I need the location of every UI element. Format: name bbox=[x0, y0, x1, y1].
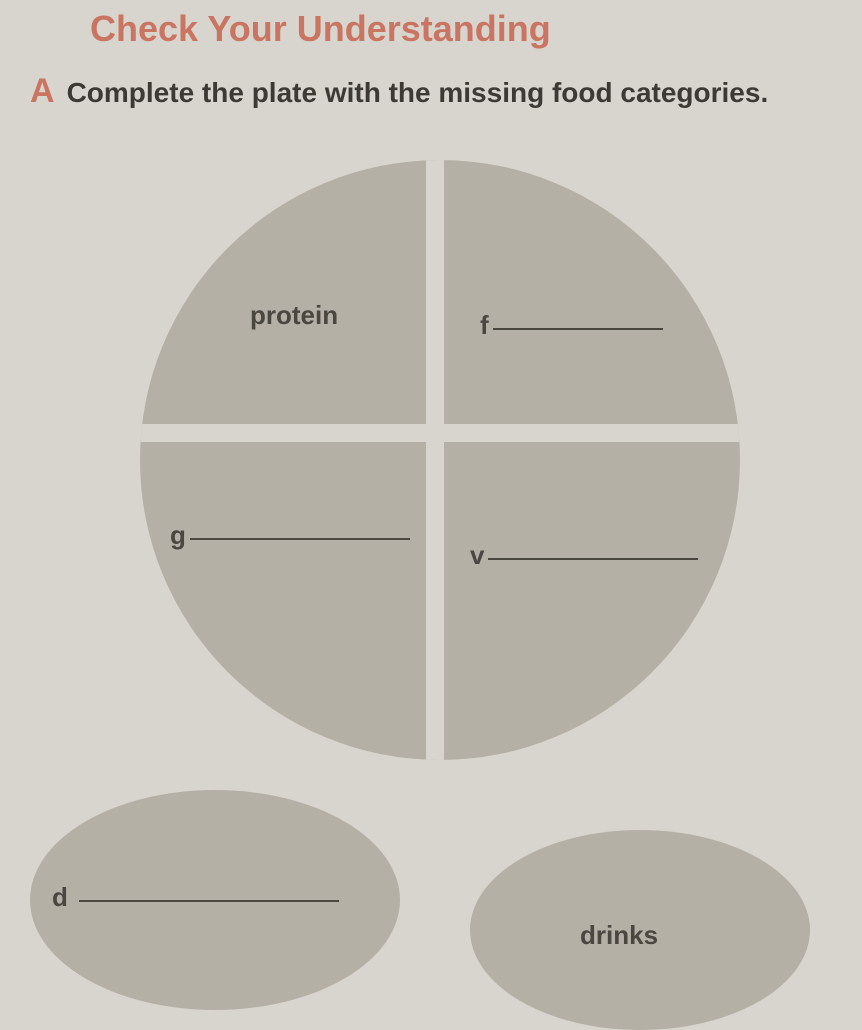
d-blank-line[interactable] bbox=[79, 900, 339, 902]
instruction-text: Complete the plate with the missing food… bbox=[67, 77, 769, 109]
page-title: Check Your Understanding bbox=[90, 8, 551, 50]
v-blank-label: v bbox=[470, 540, 698, 571]
horizontal-divider bbox=[140, 424, 740, 442]
vertical-divider bbox=[426, 160, 444, 760]
exercise-letter: A bbox=[30, 72, 55, 111]
f-prefix: f bbox=[480, 310, 489, 341]
g-prefix: g bbox=[170, 520, 186, 551]
f-blank-label: f bbox=[480, 310, 663, 341]
exercise-prompt: A Complete the plate with the missing fo… bbox=[30, 72, 842, 111]
v-blank-line[interactable] bbox=[488, 558, 698, 560]
d-blank-label: d bbox=[52, 882, 339, 913]
d-prefix: d bbox=[52, 882, 68, 912]
plate-circle: protein f g v bbox=[140, 160, 740, 760]
f-blank-line[interactable] bbox=[493, 328, 663, 330]
g-blank-label: g bbox=[170, 520, 410, 551]
plate-diagram: protein f g v bbox=[140, 160, 740, 760]
v-prefix: v bbox=[470, 540, 484, 571]
protein-label: protein bbox=[250, 300, 338, 331]
g-blank-line[interactable] bbox=[190, 538, 410, 540]
drinks-label: drinks bbox=[580, 920, 658, 951]
protein-text: protein bbox=[250, 300, 338, 331]
